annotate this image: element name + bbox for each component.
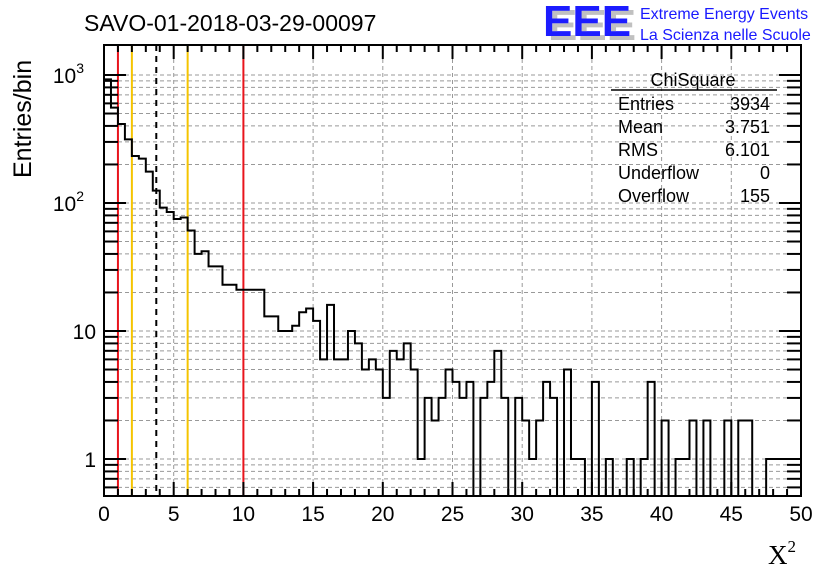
stats-value: 3934: [730, 94, 770, 114]
stats-box: ChiSquare Entries 3934 Mean 3.751 RMS 6.101 Un…: [611, 70, 777, 206]
x-tick-labels: 0 5 10 15 20 25 30 35 40 45 50: [98, 503, 813, 526]
x-tick-label: 0: [98, 503, 110, 526]
y-tick-label: 10: [73, 321, 96, 344]
logo-mark: EEE: [543, 0, 631, 46]
x-tick-label: 35: [580, 503, 603, 526]
x-tick-label: 15: [301, 503, 324, 526]
x-axis-label-base: X: [768, 540, 788, 570]
y-tick-label-base: 10: [53, 193, 76, 216]
logo-line1: Extreme Energy Events: [640, 6, 808, 23]
x-axis-label: X2: [768, 537, 796, 570]
y-tick-label-base: 1: [84, 449, 96, 472]
stats-value: 6.101: [725, 140, 770, 160]
stats-label: Underflow: [618, 163, 700, 183]
x-tick-label: 50: [789, 503, 812, 526]
stats-label: RMS: [618, 140, 658, 160]
x-tick-label: 10: [232, 503, 255, 526]
x-tick-label: 40: [650, 503, 673, 526]
y-tick-label-exponent: 2: [76, 188, 84, 204]
x-axis-label-exponent: 2: [788, 537, 797, 556]
stats-label: Entries: [618, 94, 674, 114]
y-tick-label-base: 10: [73, 321, 96, 344]
x-tick-label: 25: [441, 503, 464, 526]
x-tick-label: 30: [511, 503, 534, 526]
reference-lines: [116, 45, 245, 496]
x-tick-label: 5: [168, 503, 180, 526]
y-axis-label: Entries/bin: [9, 60, 37, 178]
histogram-step-line: [103, 78, 802, 497]
y-tick-label: 103: [53, 60, 84, 88]
y-tick-label: 1: [84, 449, 96, 472]
stats-value: 155: [740, 186, 770, 206]
logo-line2: La Scienza nelle Scuole: [640, 27, 811, 44]
eee-logo: EEE Extreme Energy Events La Scienza nel…: [543, 0, 811, 46]
stats-title: ChiSquare: [650, 70, 735, 90]
x-tick-label: 45: [720, 503, 743, 526]
stats-value: 3.751: [725, 117, 770, 137]
x-tick-label: 20: [371, 503, 394, 526]
stats-label: Mean: [618, 117, 663, 137]
y-tick-label-exponent: 3: [76, 60, 84, 76]
axis-ticks: [103, 45, 802, 496]
stats-value: 0: [760, 163, 770, 183]
chart-title: SAVO-01-2018-03-29-00097: [84, 10, 376, 36]
y-tick-label: 102: [53, 188, 84, 216]
stats-label: Overflow: [618, 186, 690, 206]
y-tick-label-base: 10: [53, 65, 76, 88]
